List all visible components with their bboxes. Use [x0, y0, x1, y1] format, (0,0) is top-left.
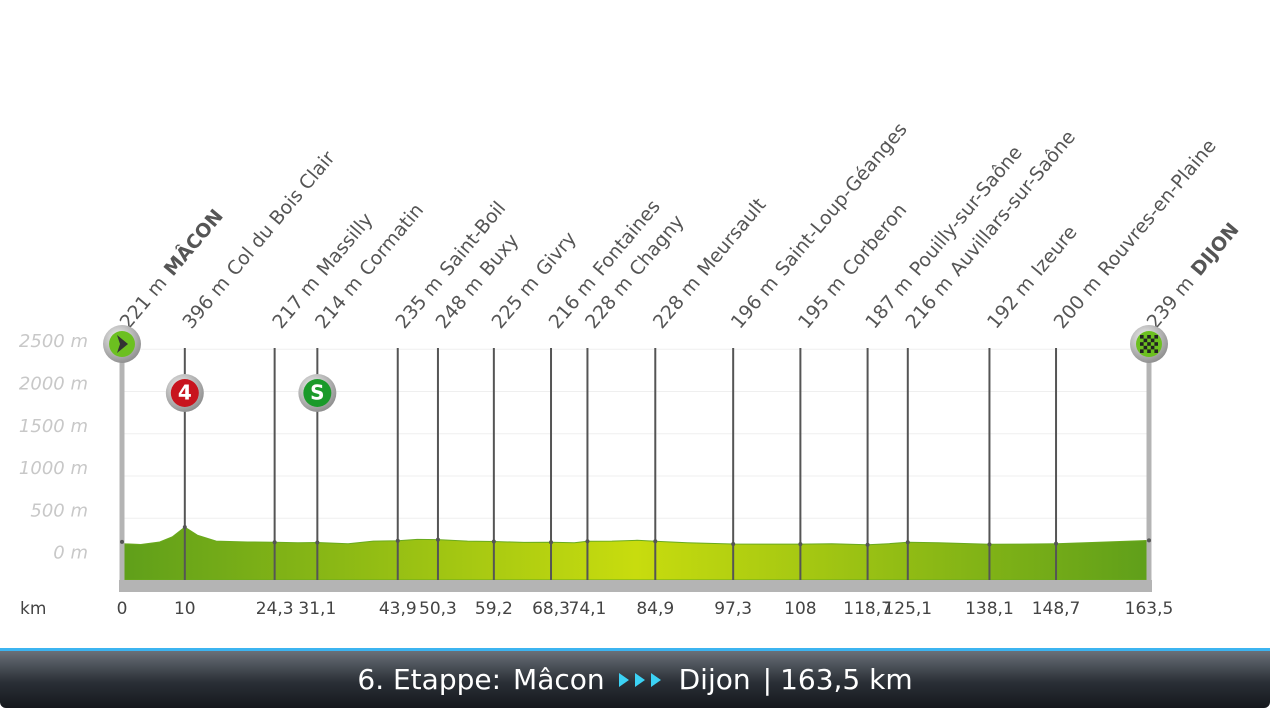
- checker: [1150, 338, 1155, 343]
- start-city: Mâcon: [513, 663, 605, 696]
- y-tick-label: 0 m: [53, 543, 88, 564]
- waypoint-name: DIJON: [1186, 218, 1243, 280]
- waypoint-elevation: [1054, 541, 1059, 546]
- x-tick-label: 108: [784, 599, 816, 619]
- waypoint-label: 216 mAuvillars-sur-Saône: [901, 126, 1080, 333]
- chevrons: [618, 672, 661, 687]
- climb-badge-core: [170, 379, 199, 407]
- y-tick-label: 2500 m: [19, 331, 88, 352]
- x-tick-label: 97,3: [714, 599, 752, 619]
- x-tick-label: 163,5: [1125, 599, 1174, 619]
- waypoint-elevation: [435, 537, 440, 542]
- waypoint-elevation: [182, 525, 187, 530]
- climb-badge: 4: [178, 381, 192, 405]
- stage-label: 6. Etappe:: [357, 663, 502, 696]
- waypoint-elevation: [653, 539, 658, 544]
- waypoint-elevation: [491, 539, 496, 544]
- x-tick-label: 59,2: [475, 599, 513, 619]
- axis-base: [119, 580, 1152, 592]
- waypoint-name: Saint-Loup-Géanges: [771, 118, 912, 280]
- y-tick-label: 1500 m: [19, 416, 88, 437]
- finish-icon: [1130, 325, 1168, 363]
- checker: [1147, 349, 1151, 353]
- waypoint-elevation: [798, 542, 803, 547]
- waypoint-name: Cormatin: [355, 199, 428, 280]
- x-tick-label: 0: [117, 599, 128, 619]
- checker: [1143, 345, 1148, 350]
- x-axis-label: km: [20, 599, 46, 619]
- x-tick-label: 31,1: [298, 599, 336, 619]
- waypoint-elevation-label: 239 m: [1142, 272, 1198, 333]
- waypoint-elevation: [120, 539, 124, 544]
- waypoint-elevation: [987, 542, 992, 547]
- checker: [1143, 338, 1148, 343]
- checker: [1154, 342, 1158, 346]
- x-tick-label: 43,9: [379, 599, 417, 619]
- checker: [1147, 342, 1151, 346]
- waypoint-elevation-label: 196 m: [726, 272, 782, 333]
- waypoint-elevation: [905, 540, 910, 545]
- checker: [1154, 349, 1158, 353]
- checker: [1140, 342, 1144, 346]
- waypoint-elevation: [865, 542, 870, 547]
- x-tick-label: 24,3: [256, 599, 294, 619]
- y-tick-label: 500 m: [30, 500, 88, 521]
- x-tick-label: 10: [174, 599, 196, 619]
- x-tick-label: 74,1: [569, 599, 607, 619]
- chart: km 0 m 500 m 1000 m 1500 m 2000 m 2500 m 0 221 …: [19, 118, 1243, 619]
- separator: |: [762, 663, 773, 696]
- checker: [1154, 335, 1158, 339]
- waypoint-elevation-label: 195 m: [794, 272, 850, 333]
- waypoint-name: Givry: [531, 227, 580, 280]
- waypoint-elevation: [731, 541, 736, 546]
- waypoint-elevation-label: 225 m: [487, 272, 543, 333]
- waypoint-elevation-label: 221 m: [115, 272, 171, 333]
- waypoint-elevation: [272, 540, 277, 545]
- waypoint-elevation-label: 192 m: [983, 272, 1039, 333]
- waypoint-elevation-label: 396 m: [178, 272, 234, 333]
- x-tick-label: 118,7: [843, 599, 892, 619]
- distance: 163,5 km: [780, 663, 913, 696]
- waypoint-elevation: [585, 539, 590, 544]
- waypoint-elevation-label: 228 m: [648, 272, 704, 333]
- waypoint-elevation-label: 200 m: [1049, 272, 1105, 333]
- checker: [1140, 349, 1144, 353]
- x-tick-label: 138,1: [965, 599, 1014, 619]
- sprint-badge-core: [303, 379, 332, 407]
- waypoint-name: Izeure: [1027, 221, 1081, 280]
- waypoint-elevation: [549, 540, 554, 545]
- finish-city: Dijon: [678, 663, 751, 696]
- x-tick-label: 125,1: [883, 599, 932, 619]
- waypoint-elevation-label: 214 m: [311, 272, 367, 333]
- title-banner: 6. Etappe: Mâcon Dijon | 163,5 km: [0, 648, 1270, 708]
- checker: [1150, 345, 1155, 350]
- start-arrow: [117, 335, 128, 353]
- waypoint-label: 239 mDIJON: [1142, 218, 1243, 332]
- waypoint-name: Meursault: [693, 194, 770, 280]
- x-tick-label: 50,3: [419, 599, 457, 619]
- elevation-area: [121, 526, 1150, 581]
- y-tick-label: 2000 m: [19, 373, 88, 394]
- y-tick-label: 1000 m: [19, 458, 88, 479]
- start-icon: [103, 325, 141, 363]
- checker: [1147, 335, 1151, 339]
- waypoint-name: MÂCON: [159, 204, 228, 280]
- waypoint-elevation: [315, 540, 320, 545]
- waypoint-elevation: [1147, 538, 1151, 543]
- waypoint-elevation: [395, 538, 400, 543]
- sprint-badge: S: [310, 381, 324, 405]
- checker: [1140, 335, 1144, 339]
- x-tick-label: 68,3: [532, 599, 570, 619]
- waypoint-name: Corberon: [838, 199, 911, 280]
- x-tick-label: 148,7: [1032, 599, 1081, 619]
- x-tick-label: 84,9: [636, 599, 674, 619]
